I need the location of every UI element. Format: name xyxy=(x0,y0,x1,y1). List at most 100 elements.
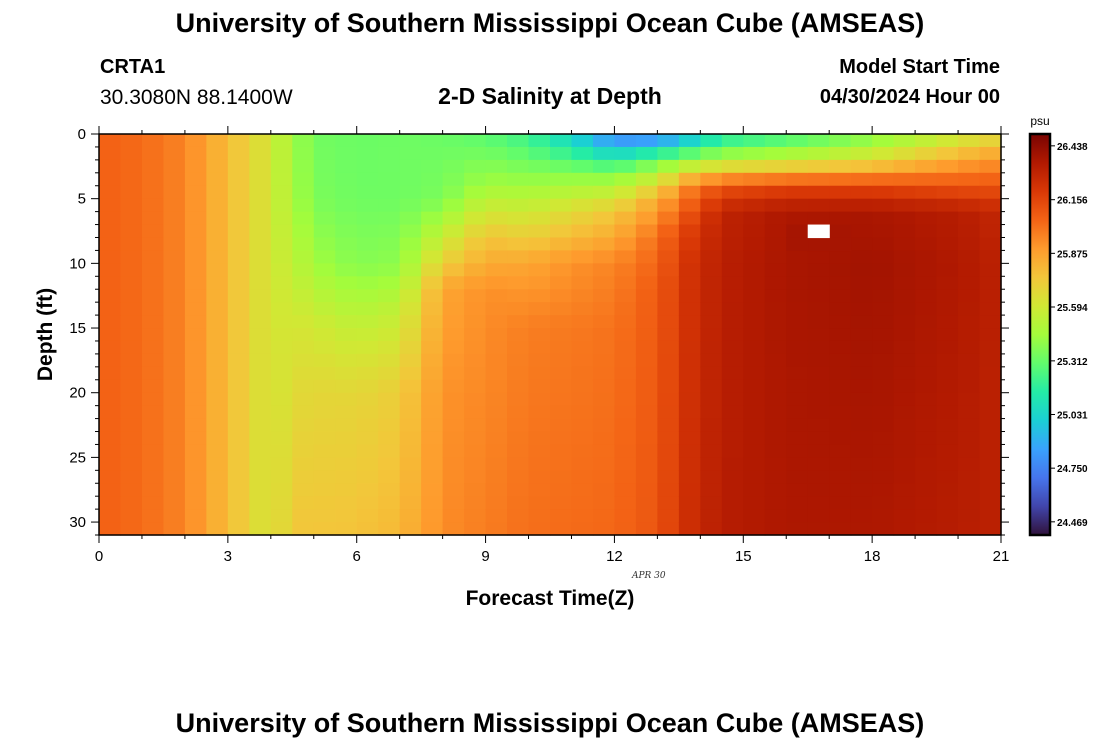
heatmap-cell xyxy=(163,237,186,252)
heatmap-cell xyxy=(270,366,293,381)
heatmap-cell xyxy=(592,185,616,200)
heatmap-cell xyxy=(485,315,508,329)
heatmap-cell xyxy=(571,224,594,239)
heatmap-cell xyxy=(399,185,422,200)
heatmap-cell xyxy=(958,366,981,381)
heatmap-cell xyxy=(550,405,573,420)
heatmap-cell xyxy=(313,198,336,213)
heatmap-cell xyxy=(657,470,680,484)
heatmap-cell xyxy=(184,198,207,213)
heatmap-cell xyxy=(313,263,336,277)
heatmap-cell xyxy=(592,405,616,420)
heatmap-cell xyxy=(442,496,465,510)
heatmap-cell xyxy=(313,237,336,252)
heatmap-cell xyxy=(915,457,938,471)
heatmap-cell xyxy=(850,302,873,316)
heatmap-cell xyxy=(270,289,293,303)
heatmap-cell xyxy=(571,289,594,303)
heatmap-cell xyxy=(399,418,422,433)
colorbar-tick-label: 26.156 xyxy=(1057,196,1088,207)
heatmap-cell xyxy=(721,159,744,174)
heatmap-cell xyxy=(915,198,938,213)
heatmap-cell xyxy=(786,134,809,148)
heatmap-cell xyxy=(786,185,809,200)
heatmap-cell xyxy=(958,496,981,510)
heatmap-cell xyxy=(313,366,336,381)
heatmap-cell xyxy=(700,418,723,433)
heatmap-cell xyxy=(721,379,744,394)
heatmap-cell xyxy=(399,172,422,187)
heatmap-cell xyxy=(721,302,744,316)
heatmap-cell xyxy=(850,159,873,174)
heatmap-cell xyxy=(592,340,616,355)
heatmap-cell xyxy=(485,185,508,200)
heatmap-cell xyxy=(270,185,293,200)
heatmap-cell xyxy=(592,276,616,290)
heatmap-cell xyxy=(721,250,744,264)
heatmap-cell xyxy=(850,250,873,264)
heatmap-cell xyxy=(399,353,422,368)
heatmap-cell xyxy=(184,276,207,290)
heatmap-cell xyxy=(399,444,422,458)
heatmap-cell xyxy=(915,146,938,161)
heatmap-cell xyxy=(592,211,616,226)
heatmap-cell xyxy=(335,366,358,381)
heatmap-cell xyxy=(378,509,401,523)
heatmap-cell xyxy=(571,444,594,458)
heatmap-cell xyxy=(120,470,143,484)
heatmap-cell xyxy=(743,302,766,316)
heatmap-cell xyxy=(292,172,315,187)
heatmap-cell xyxy=(764,483,787,497)
heatmap-cell xyxy=(915,328,938,342)
heatmap-cell xyxy=(485,496,508,510)
heatmap-cell xyxy=(270,483,293,497)
heatmap-cell xyxy=(678,353,701,368)
heatmap-cell xyxy=(184,340,207,355)
heatmap-cell xyxy=(120,159,143,174)
heatmap-cell xyxy=(184,457,207,471)
heatmap-cell xyxy=(786,224,809,239)
heatmap-cell xyxy=(958,522,981,536)
heatmap-cell xyxy=(442,172,465,187)
colorbar-tick-label: 26.438 xyxy=(1057,142,1088,153)
heatmap-cell xyxy=(829,353,852,368)
heatmap-cell xyxy=(786,198,809,213)
heatmap-cell xyxy=(442,276,465,290)
heatmap-cell xyxy=(356,315,379,329)
heatmap-cell xyxy=(184,146,207,161)
heatmap-cell xyxy=(141,431,165,446)
heatmap-cell xyxy=(227,302,250,316)
heatmap-cell xyxy=(421,366,444,381)
heatmap-cell xyxy=(141,198,165,213)
heatmap-cell xyxy=(678,418,701,433)
heatmap-cell xyxy=(464,315,487,329)
heatmap-cell xyxy=(163,379,186,394)
heatmap-cell xyxy=(592,224,616,239)
heatmap-cell xyxy=(936,457,959,471)
heatmap-cell xyxy=(227,211,250,226)
heatmap-cell xyxy=(356,263,379,277)
heatmap-cell xyxy=(120,302,143,316)
heatmap-cell xyxy=(421,172,444,187)
heatmap-cell xyxy=(743,496,766,510)
heatmap-cell xyxy=(120,496,143,510)
heatmap-cell xyxy=(915,159,938,174)
heatmap-cell xyxy=(141,302,165,316)
heatmap-cell xyxy=(421,328,444,342)
heatmap-cell xyxy=(464,340,487,355)
station-coordinates: 30.3080N 88.1400W xyxy=(100,86,293,109)
heatmap-cell xyxy=(635,224,658,239)
heatmap-cell xyxy=(958,328,981,342)
heatmap-cell xyxy=(786,353,809,368)
heatmap-cell xyxy=(872,315,895,329)
heatmap-cell xyxy=(958,405,981,420)
heatmap-cell xyxy=(399,522,422,536)
heatmap-cell xyxy=(550,159,573,174)
heatmap-cell xyxy=(270,418,293,433)
heatmap-cell xyxy=(571,470,594,484)
heatmap-cell xyxy=(592,134,616,148)
heatmap-cell xyxy=(335,250,358,264)
heatmap-cell xyxy=(678,483,701,497)
heatmap-cell xyxy=(184,470,207,484)
heatmap-cell xyxy=(485,405,508,420)
